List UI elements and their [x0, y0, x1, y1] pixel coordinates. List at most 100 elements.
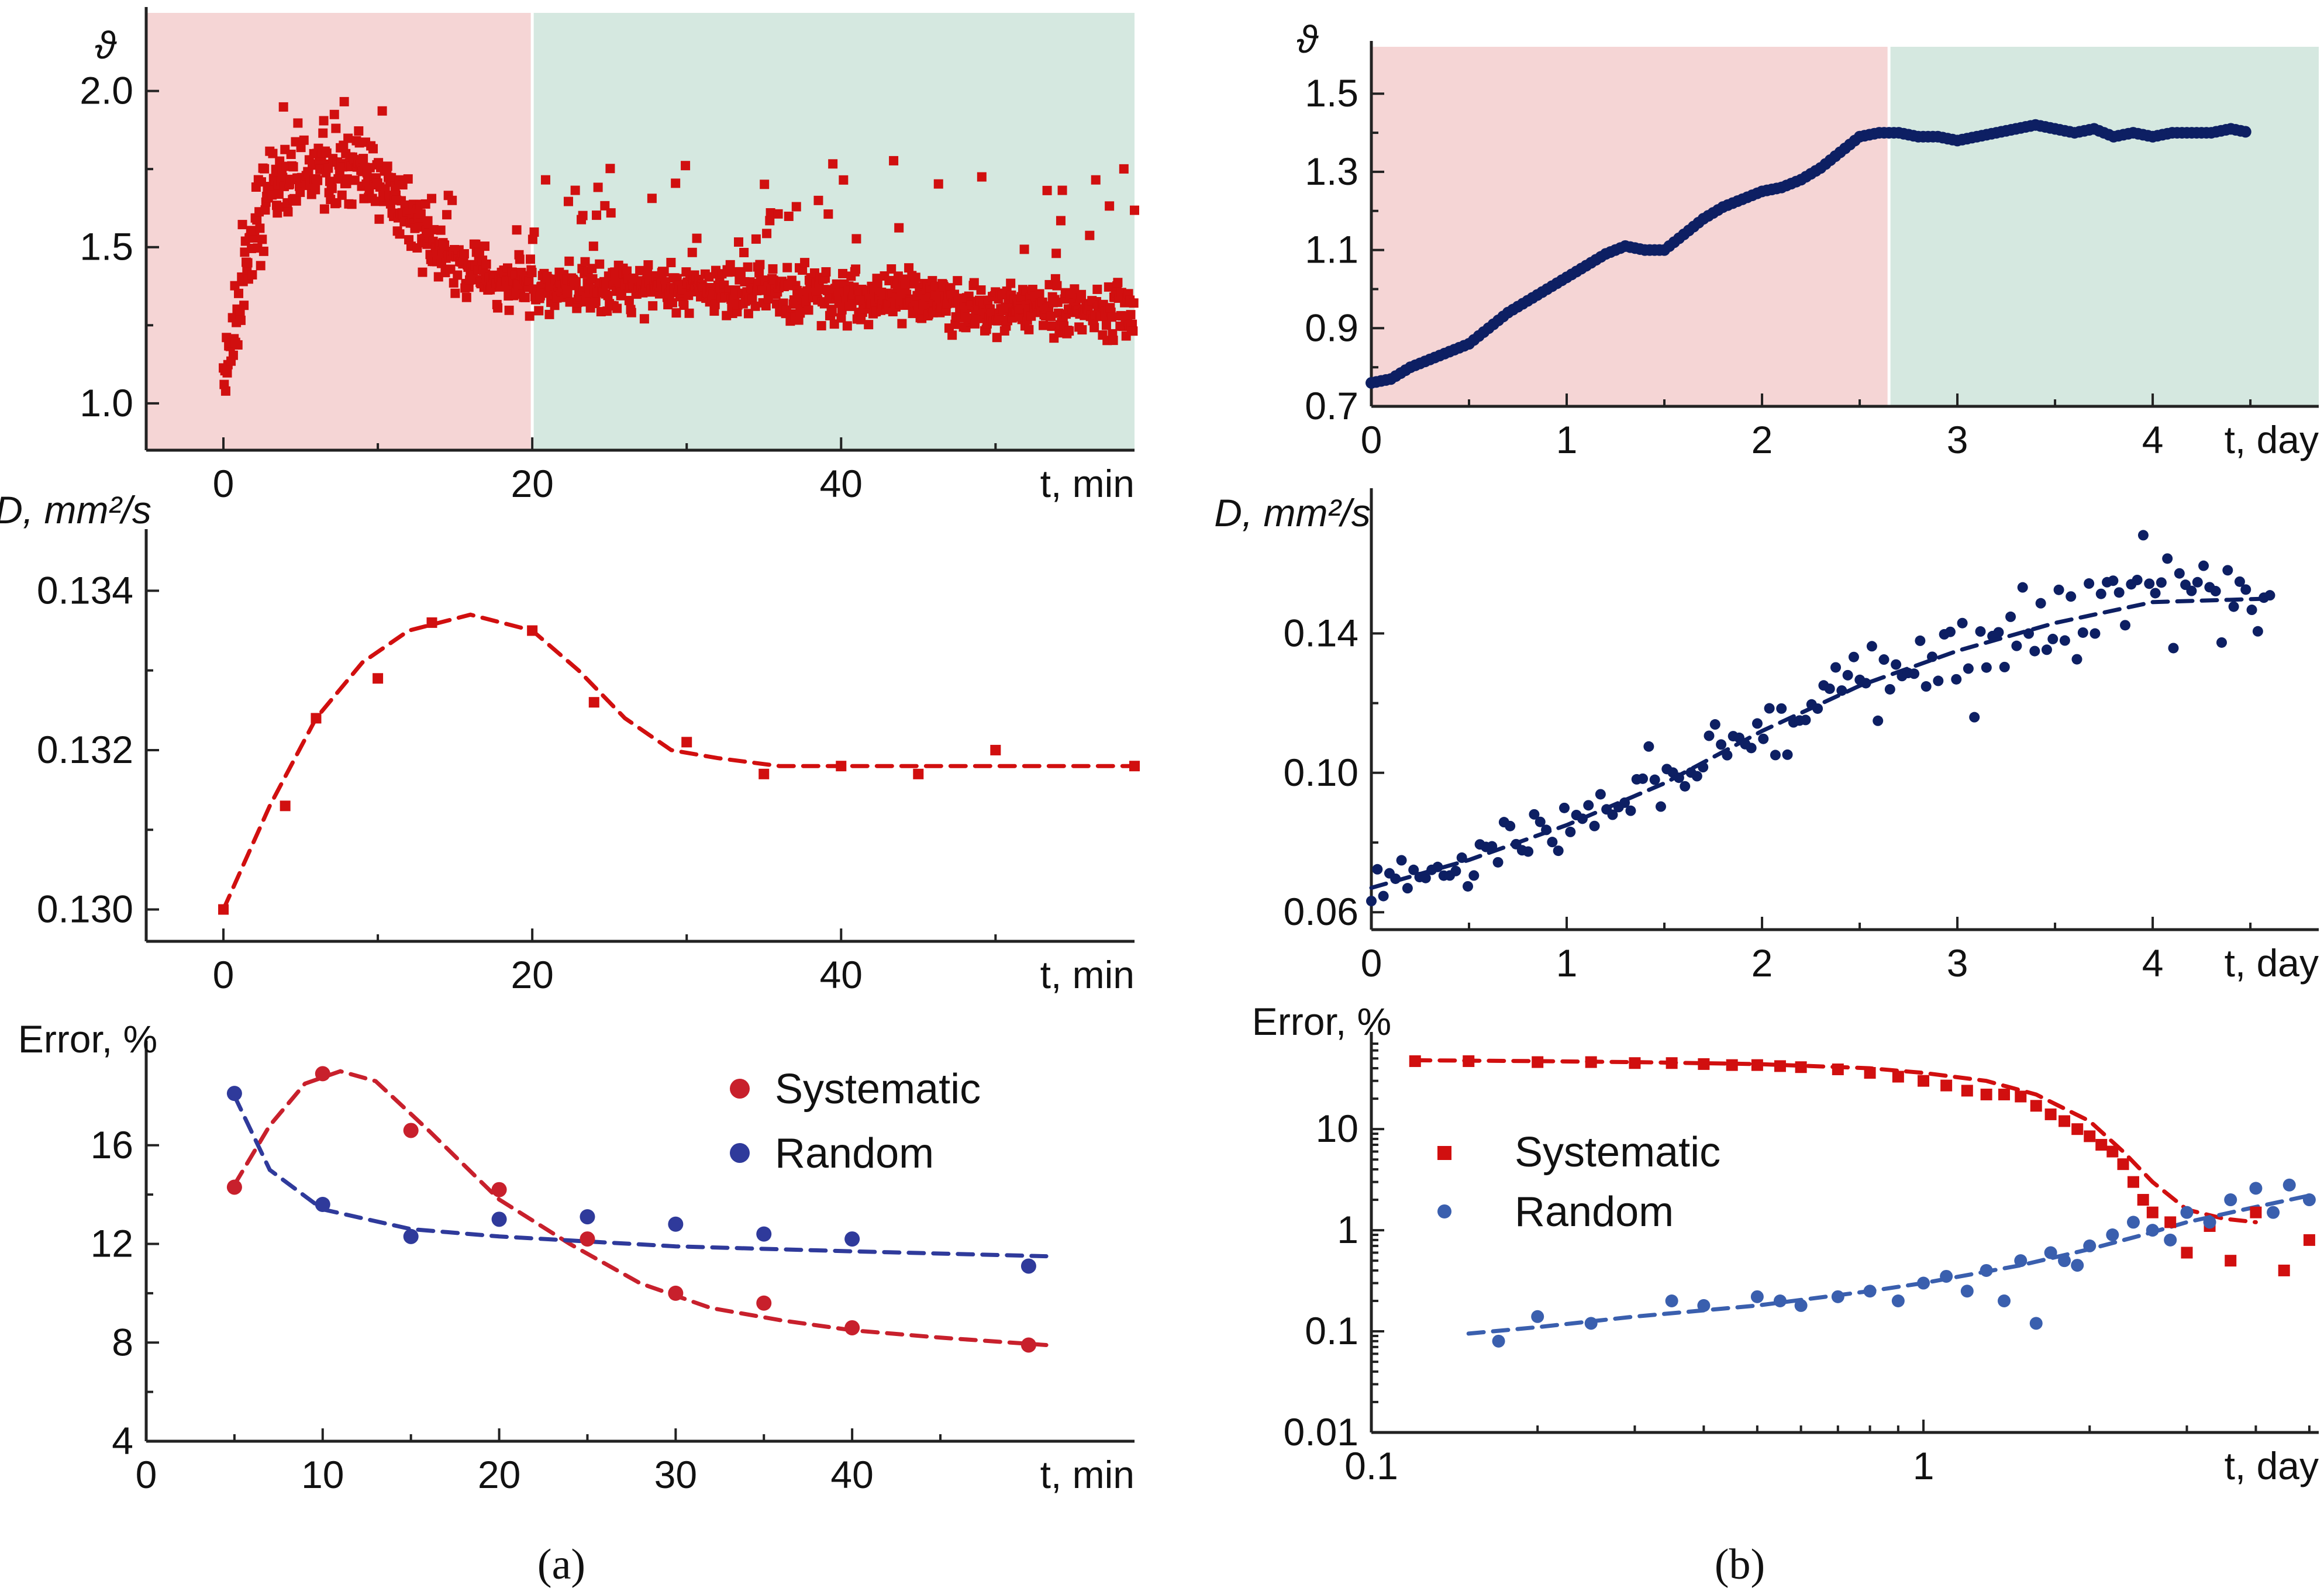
panel-a-caption: (a): [537, 1541, 585, 1589]
chart-b-D: 0.06 0.10 0.14 0 1 2 3 4 t, day D, mm²/s: [1214, 488, 2319, 985]
D-point: [1758, 733, 1769, 744]
theta-point: [1042, 185, 1052, 195]
random-point: [403, 1228, 419, 1244]
theta-point: [543, 274, 553, 284]
D-point: [1891, 659, 1902, 670]
theta-point: [782, 263, 792, 272]
D-point: [2144, 578, 2155, 589]
D-point: [1583, 800, 1594, 811]
y-axis-label: ϑ: [95, 23, 117, 67]
theta-point: [237, 220, 247, 230]
D-point: [218, 904, 229, 915]
theta-point: [524, 276, 534, 286]
systematic-point: [2059, 1115, 2071, 1127]
D-point: [1420, 872, 1431, 883]
D-point: [2017, 582, 2028, 593]
x-tick-label: 0.1: [1344, 1444, 1398, 1487]
y-tick-label: 0.10: [1284, 751, 1358, 794]
theta-point: [681, 267, 691, 277]
D-point: [2095, 588, 2106, 599]
D-point: [1462, 881, 1473, 892]
systematic-point: [1585, 1056, 1597, 1068]
random-point: [1980, 1263, 1993, 1277]
x-axis-label: t, day: [2225, 941, 2319, 985]
panel-b-caption: (b): [1715, 1541, 1765, 1589]
y-axis-label: D, mm²/s: [1214, 491, 1371, 534]
theta-point: [838, 268, 848, 278]
theta-point: [403, 174, 413, 184]
D-point: [2168, 643, 2179, 654]
systematic-point: [491, 1182, 507, 1197]
theta-point: [293, 118, 303, 128]
systematic-point: [1918, 1075, 1930, 1087]
theta-point: [684, 308, 694, 318]
systematic-point: [1726, 1059, 1738, 1071]
x-tick-label: 1: [1913, 1444, 1935, 1487]
y-tick-label: 1.5: [1305, 71, 1358, 115]
x-tick-label: 0: [136, 1453, 157, 1496]
theta-point: [1006, 278, 1016, 288]
D-point: [2077, 627, 2088, 638]
random-fit-line: [232, 1093, 1049, 1259]
systematic-point: [668, 1285, 684, 1301]
D-point: [2059, 635, 2070, 646]
random-point: [2164, 1233, 2177, 1247]
theta-point: [1101, 320, 1111, 330]
x-axis-label: t, day: [2225, 1444, 2319, 1487]
theta-point: [1019, 244, 1029, 254]
theta-point: [374, 214, 384, 224]
random-point: [580, 1209, 595, 1225]
D-point: [1800, 714, 1811, 726]
theta-point: [798, 265, 808, 275]
D-point: [1709, 719, 1720, 730]
random-point: [1492, 1334, 1505, 1348]
D-point: [1649, 774, 1660, 785]
theta-point: [687, 247, 697, 257]
D-point: [1848, 651, 1859, 662]
theta-point: [520, 292, 530, 302]
theta-point: [832, 279, 842, 289]
D-point: [1764, 703, 1775, 714]
y-tick-label: 10: [1316, 1107, 1358, 1150]
theta-point: [343, 133, 353, 143]
y-tick-label: 0.9: [1305, 306, 1358, 349]
D-point: [1505, 820, 1516, 831]
theta-point: [1119, 164, 1129, 174]
theta-point: [243, 258, 253, 268]
theta-point: [291, 196, 301, 206]
theta-point: [605, 164, 615, 174]
legend-label-random: Random: [775, 1130, 934, 1177]
systematic-point: [2146, 1206, 2159, 1218]
D-point: [2023, 628, 2035, 639]
systematic-point: [1998, 1088, 2011, 1100]
D-point: [2113, 587, 2125, 598]
theta-point: [450, 288, 460, 298]
D-point: [373, 673, 384, 684]
random-point: [2282, 1178, 2296, 1192]
theta-point: [856, 315, 866, 324]
D-point: [2137, 530, 2149, 541]
theta-point: [743, 309, 753, 319]
y-tick-label: 12: [91, 1222, 133, 1265]
theta-point: [587, 264, 597, 274]
random-point: [2126, 1216, 2140, 1229]
D-point: [2066, 591, 2077, 602]
theta-point: [765, 216, 775, 226]
theta-point: [1085, 230, 1095, 240]
theta-point: [268, 149, 278, 158]
theta-point: [592, 210, 602, 220]
D-point: [1558, 802, 1570, 813]
theta-point: [257, 234, 267, 244]
theta-point: [681, 161, 691, 171]
theta-point: [1128, 326, 1138, 336]
systematic-point: [2181, 1247, 2193, 1259]
theta-point: [603, 291, 613, 301]
chart-a-D: 0.130 0.132 0.134 0 20 40 t, min D, mm²/s: [0, 488, 1140, 996]
theta-point: [773, 209, 783, 219]
theta-point: [515, 254, 525, 264]
theta-point: [1001, 302, 1011, 312]
D-point: [2047, 633, 2059, 644]
y-tick-label: 0.7: [1305, 384, 1358, 427]
D-point: [1770, 750, 1781, 761]
legend-label-random: Random: [1515, 1189, 1674, 1235]
